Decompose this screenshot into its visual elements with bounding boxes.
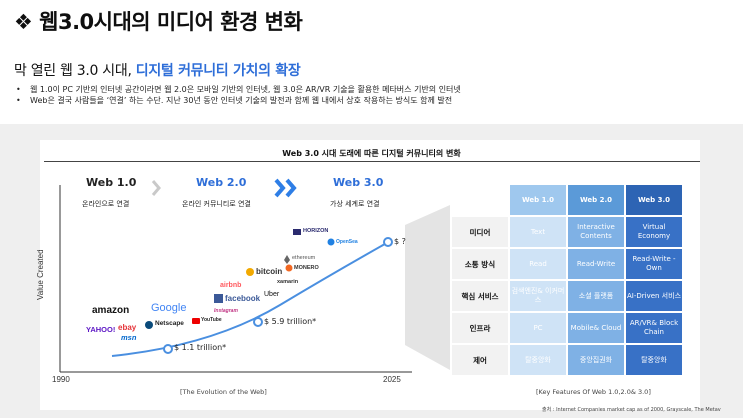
point-marker-2	[253, 317, 263, 327]
era-web2-desc: 온라인 커뮤니티로 연결	[182, 200, 251, 208]
subtitle-prefix: 막 열린 웹 3.0 시대,	[14, 63, 136, 79]
era-web1-desc: 온라인으로 연결	[82, 200, 130, 208]
era-web3-desc: 가상 세계로 연결	[330, 200, 380, 208]
growth-curve	[111, 239, 393, 357]
row-header: 미디어	[452, 217, 508, 247]
row-header: 인프라	[452, 313, 508, 343]
amazon-logo: amazon	[92, 305, 130, 316]
table-row: 미디어 Text Interactive Contents Virtual Econo…	[452, 217, 682, 247]
column-header: Web 3.0	[626, 185, 682, 215]
source-note: 출처 : Internet Companies market cap as of…	[542, 407, 721, 413]
table-cell: 탈중앙화	[626, 345, 682, 375]
monero-icon	[285, 264, 293, 272]
column-header: Web 2.0	[568, 185, 624, 215]
table-cell: Read-Write -Own	[626, 249, 682, 279]
era-web1-title: Web 1.0	[86, 176, 137, 189]
bitcoin-icon	[246, 268, 254, 276]
page-subtitle: 막 열린 웹 3.0 시대, 디지털 커뮤니티 가치의 확장	[14, 60, 301, 80]
airbnb-logo: airbnb	[220, 282, 242, 289]
table-row: 제어 탈중앙화 중앙집권화 탈중앙화	[452, 345, 682, 375]
bullet-item: 웹 1.0이 PC 기반의 인터넷 공간이라면 웹 2.0은 모바일 기반의 인…	[14, 84, 461, 95]
value-label-1: $ 1.1 trillion*	[174, 343, 227, 352]
table-cell: Read	[510, 249, 566, 279]
subtitle-highlight: 디지털 커뮤니티 가치의 확장	[135, 63, 301, 79]
table-cell: 탈중앙화	[510, 345, 566, 375]
msn-logo: msn	[121, 333, 137, 342]
zoom-funnel	[405, 205, 450, 370]
yahoo-logo: YAHOO!	[86, 325, 116, 334]
table-cell: AR/VR& Block Chain	[626, 313, 682, 343]
bullet-item: Web은 결국 사람들을 ‘연결’ 하는 수단. 지난 30년 동안 인터넷 기…	[14, 95, 461, 106]
table-row: 인프라 PC Mobile& Cloud AR/VR& Block Chain	[452, 313, 682, 343]
horizon-logo: HORIZON	[303, 228, 329, 234]
table-cell: AI-Driven 서비스	[626, 281, 682, 311]
y-axis-label: Value Created	[36, 249, 45, 300]
value-label-2: $ 5.9 trillion*	[264, 317, 317, 326]
horizon-icon	[293, 229, 301, 235]
era-web2-title: Web 2.0	[196, 176, 247, 189]
facebook-icon	[214, 294, 223, 303]
value-label-3: $ ?	[394, 237, 406, 246]
column-header: Web 1.0	[510, 185, 566, 215]
table-cell: Read-Write	[568, 249, 624, 279]
bullet-list: 웹 1.0이 PC 기반의 인터넷 공간이라면 웹 2.0은 모바일 기반의 인…	[14, 84, 461, 106]
table-cell: Mobile& Cloud	[568, 313, 624, 343]
netscape-icon	[145, 321, 153, 329]
table-cell: 소셜 플랫폼	[568, 281, 624, 311]
table-cell: Text	[510, 217, 566, 247]
web-features-table: Web 1.0 Web 2.0 Web 3.0 미디어 Text Interacti…	[450, 183, 684, 377]
figure-title: Web 3.0 시대 도래에 따른 디지털 커뮤니티의 변화	[282, 149, 461, 158]
monero-logo: MONERO	[294, 265, 319, 271]
x-axis-start: 1990	[52, 375, 70, 384]
table-cell: Interactive Contents	[568, 217, 624, 247]
table-body: 미디어 Text Interactive Contents Virtual Econo…	[452, 217, 682, 375]
point-marker-1	[163, 344, 173, 354]
x-axis-end: 2025	[383, 375, 401, 384]
table-header-row: Web 1.0 Web 2.0 Web 3.0	[452, 185, 682, 215]
point-marker-3	[383, 237, 393, 247]
row-header: 제어	[452, 345, 508, 375]
youtube-logo: YouTube	[201, 317, 222, 323]
google-logo: Google	[151, 302, 187, 314]
opensea-logo: OpenSea	[336, 239, 358, 245]
table-row: 소통 방식 Read Read-Write Read-Write -Own	[452, 249, 682, 279]
ethereum-icon	[284, 255, 290, 264]
table-corner	[452, 185, 508, 215]
youtube-icon	[192, 318, 200, 324]
figure-rule	[44, 161, 700, 162]
row-header: 소통 방식	[452, 249, 508, 279]
uber-logo: Uber	[264, 291, 280, 298]
chevron-icon	[151, 180, 161, 196]
double-chevron-icon	[274, 178, 297, 198]
table-cell: Virtual Economy	[626, 217, 682, 247]
caption-right: [Key Features Of Web 1.0,2.0& 3.0]	[536, 388, 651, 396]
opensea-icon	[327, 238, 335, 246]
facebook-logo: facebook	[225, 294, 261, 303]
table-cell: 중앙집권화	[568, 345, 624, 375]
table-row: 핵심 서비스 검색엔진& 이커머스 소셜 플랫폼 AI-Driven 서비스	[452, 281, 682, 311]
page-title: ❖ 웹3.0시대의 미디어 환경 변화	[14, 10, 303, 34]
row-header: 핵심 서비스	[452, 281, 508, 311]
caption-left: [The Evolution of the Web]	[180, 388, 267, 396]
netscape-logo: Netscape	[155, 320, 184, 327]
era-web3-title: Web 3.0	[333, 176, 384, 189]
instagram-logo: Instagram	[214, 308, 238, 314]
ebay-logo: ebay	[118, 323, 137, 332]
ethereum-logo: ethereum	[292, 255, 316, 261]
table-cell: PC	[510, 313, 566, 343]
bitcoin-logo: bitcoin	[256, 267, 283, 276]
xamarin-logo: xamarin	[277, 279, 299, 285]
table-cell: 검색엔진& 이커머스	[510, 281, 566, 311]
